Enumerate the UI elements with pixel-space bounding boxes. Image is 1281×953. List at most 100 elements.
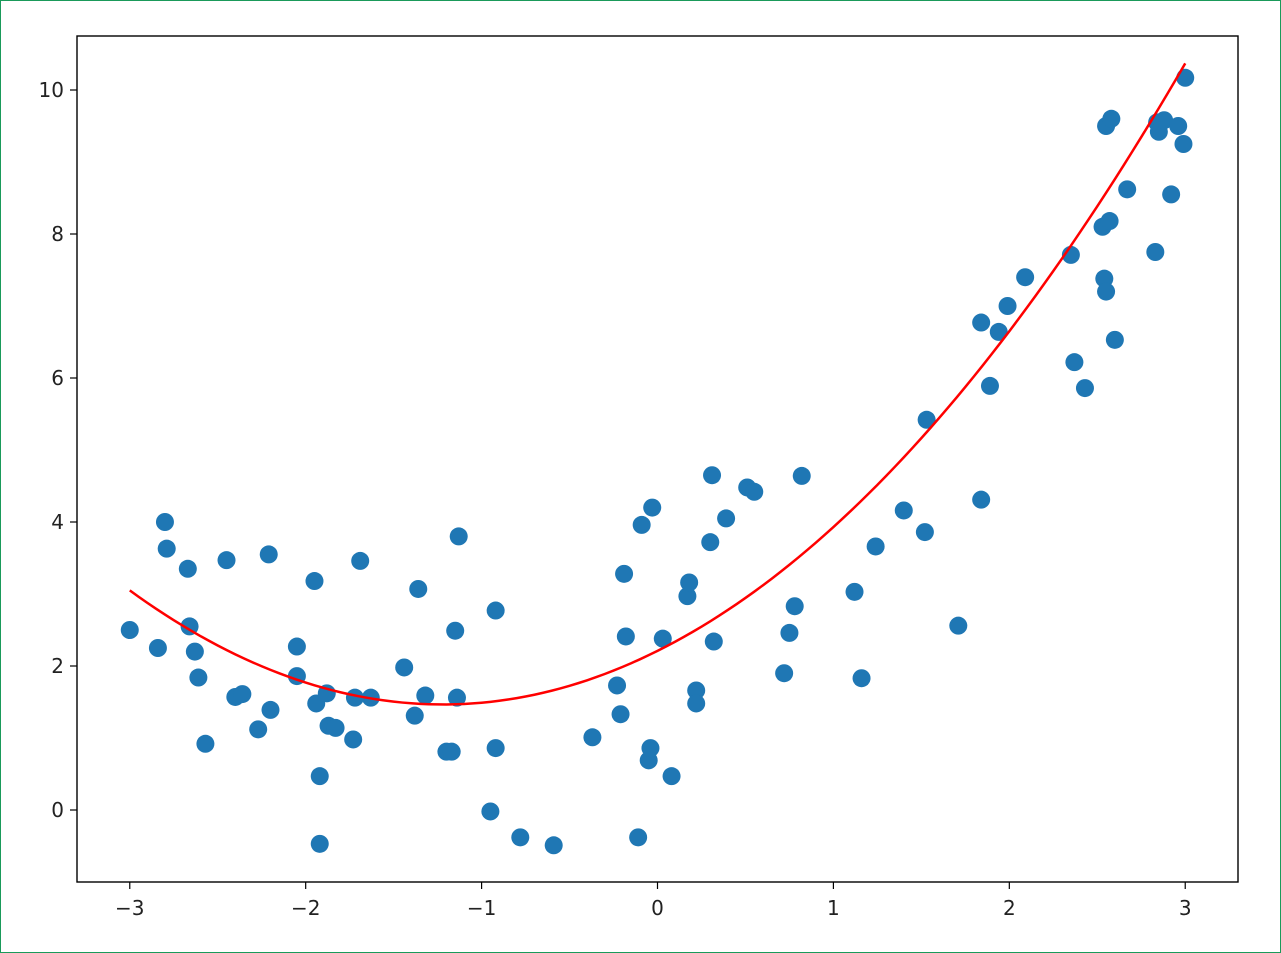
scatter-point xyxy=(351,551,370,570)
y-tick-label: 4 xyxy=(51,510,64,534)
x-tick-label: 3 xyxy=(1179,896,1192,920)
scatter-point xyxy=(305,572,324,591)
scatter-point xyxy=(643,498,662,517)
scatter-point xyxy=(949,616,968,635)
scatter-point xyxy=(157,539,176,558)
scatter-point xyxy=(178,559,197,578)
scatter-point xyxy=(915,523,934,542)
scatter-point xyxy=(632,515,651,534)
scatter-point xyxy=(185,642,204,661)
x-tick-label: −2 xyxy=(291,896,320,920)
scatter-point xyxy=(511,828,530,847)
scatter-point xyxy=(989,322,1008,341)
scatter-point xyxy=(701,533,720,552)
scatter-point xyxy=(678,587,697,606)
chart-axes: −3 −2 −1 0 1 2 3 0 2 4 6 8 10 xyxy=(39,35,1239,920)
scatter-point xyxy=(616,627,635,646)
scatter-point xyxy=(680,573,699,592)
scatter-point xyxy=(745,482,764,501)
scatter-point xyxy=(486,601,505,620)
y-tick-label: 6 xyxy=(51,366,64,390)
scatter-point xyxy=(405,706,424,725)
scatter-point xyxy=(845,582,864,601)
scatter-point xyxy=(785,597,804,616)
scatter-point xyxy=(717,509,736,528)
y-tick-label: 2 xyxy=(51,654,64,678)
plot-area-border xyxy=(76,35,1239,883)
scatter-point xyxy=(326,718,345,737)
scatter-point xyxy=(972,490,991,509)
scatter-point xyxy=(775,664,794,683)
scatter-point xyxy=(1162,185,1181,204)
scatter-point xyxy=(345,688,364,707)
scatter-point xyxy=(442,742,461,761)
scatter-point xyxy=(641,739,660,758)
scatter-point xyxy=(1075,379,1094,398)
scatter-point xyxy=(852,669,871,688)
scatter-point xyxy=(780,623,799,642)
x-tick-label: 0 xyxy=(651,896,664,920)
scatter-point xyxy=(233,685,252,704)
scatter-point xyxy=(608,676,627,695)
x-tick-label: 2 xyxy=(1003,896,1016,920)
scatter-point xyxy=(1102,109,1121,128)
scatter-point xyxy=(1100,212,1119,231)
scatter-point xyxy=(1169,117,1188,135)
scatter-point xyxy=(196,734,215,753)
x-tick-label: 1 xyxy=(827,896,840,920)
scatter-point xyxy=(447,688,466,707)
scatter-point xyxy=(1155,111,1174,130)
x-tick-label: −1 xyxy=(467,896,496,920)
scatter-point xyxy=(249,720,268,739)
y-tick-label: 0 xyxy=(51,798,64,822)
scatter-point xyxy=(687,681,706,700)
y-tick-label: 10 xyxy=(39,78,64,102)
scatter-point xyxy=(866,537,885,556)
scatter-point xyxy=(481,802,500,821)
scatter-point xyxy=(217,551,236,570)
scatter-point xyxy=(446,621,465,640)
scatter-point xyxy=(395,658,414,677)
scatter-point xyxy=(416,686,435,705)
scatter-point xyxy=(261,700,280,719)
scatter-point xyxy=(662,767,681,786)
scatter-point xyxy=(155,513,174,531)
scatter-point xyxy=(486,739,505,758)
scatter-point xyxy=(310,834,329,853)
scatter-point xyxy=(894,501,913,520)
scatter-point xyxy=(629,828,648,847)
scatter-point xyxy=(615,564,634,583)
scatter-point xyxy=(544,836,563,855)
scatter-point xyxy=(449,527,468,546)
scatter-point xyxy=(792,466,811,485)
scatter-point xyxy=(1176,68,1195,87)
scatter-point xyxy=(259,545,278,564)
scatter-point xyxy=(687,694,706,713)
scatter-point xyxy=(1016,268,1035,287)
fit-curve-line xyxy=(129,62,1187,706)
scatter-point xyxy=(1065,353,1084,372)
x-tick-label: −3 xyxy=(115,896,144,920)
y-tick-label: 8 xyxy=(51,222,64,246)
scatter-point xyxy=(1146,243,1165,261)
scatter-point xyxy=(583,728,602,747)
scatter-point xyxy=(1118,180,1137,199)
scatter-point xyxy=(1097,282,1116,301)
scatter-point xyxy=(409,579,428,598)
scatter-point xyxy=(704,632,723,651)
scatter-point xyxy=(310,767,329,786)
scatter-point xyxy=(287,637,306,656)
scatter-point xyxy=(998,297,1017,315)
scatter-point xyxy=(980,376,999,395)
scatter-point xyxy=(703,466,722,485)
scatter-point xyxy=(653,629,672,648)
scatter-point xyxy=(180,617,199,636)
chart-marks xyxy=(120,62,1195,855)
scatter-point xyxy=(189,668,208,687)
scatter-point xyxy=(917,410,936,429)
scatter-point xyxy=(1174,135,1193,153)
scatter-point xyxy=(148,639,167,657)
scatter-point xyxy=(1105,330,1124,349)
